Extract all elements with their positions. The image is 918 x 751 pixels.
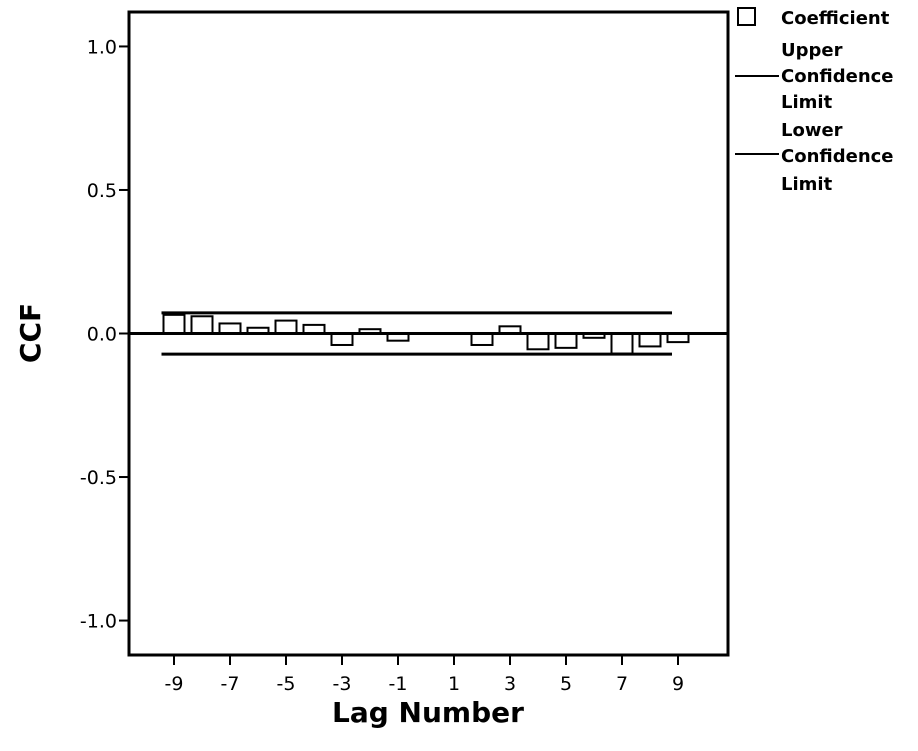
x-tick-label: -1 xyxy=(389,673,408,695)
x-tick-label: -3 xyxy=(333,673,352,695)
coefficient-bar xyxy=(162,313,186,335)
legend-coefficient-swatch xyxy=(737,7,756,26)
y-axis: 1.0 0.5 0.0 -0.5 -1.0 xyxy=(80,36,129,633)
coefficient-bar xyxy=(274,319,298,335)
x-axis-title: Lag Number xyxy=(332,696,524,729)
y-tick-label: 0.5 xyxy=(87,180,117,202)
y-tick-label: -0.5 xyxy=(80,467,117,489)
legend: Coefficient Upper Confidence Limit Lower… xyxy=(735,7,894,195)
legend-lower-label-3: Limit xyxy=(781,174,833,195)
coefficient-bars xyxy=(129,313,728,355)
coefficient-bar xyxy=(470,332,494,346)
y-tick-label: 1.0 xyxy=(87,36,117,58)
coefficient-bar xyxy=(190,315,214,335)
x-tick-label: 9 xyxy=(672,673,684,695)
x-tick-label: -7 xyxy=(221,673,240,695)
x-tick-label: 1 xyxy=(448,673,460,695)
x-tick-label: 3 xyxy=(504,673,516,695)
legend-upper-label-1: Upper xyxy=(781,40,843,61)
x-tick-label: 5 xyxy=(560,673,572,695)
legend-upper-label-2: Confidence xyxy=(781,66,894,87)
coefficient-bar xyxy=(610,332,634,355)
y-tick-label: 0.0 xyxy=(87,324,117,346)
x-tick-label: -5 xyxy=(277,673,296,695)
coefficient-bar xyxy=(526,332,550,351)
legend-lower-label-2: Confidence xyxy=(781,146,894,167)
x-axis: -9 -7 -5 -3 -1 1 3 5 7 9 xyxy=(165,655,684,695)
coefficient-bar xyxy=(218,322,242,335)
coefficient-bar xyxy=(638,332,662,348)
legend-coefficient-label: Coefficient xyxy=(781,8,890,29)
y-tick-label: -1.0 xyxy=(80,611,117,633)
legend-upper-label-3: Limit xyxy=(781,92,833,113)
x-tick-label: -9 xyxy=(165,673,184,695)
y-axis-title: CCF xyxy=(14,303,47,363)
x-tick-label: 7 xyxy=(616,673,628,695)
legend-lower-label-1: Lower xyxy=(781,120,843,141)
coefficient-bar xyxy=(330,332,354,346)
confidence-limits xyxy=(161,311,672,356)
coefficient-bar xyxy=(554,332,578,349)
